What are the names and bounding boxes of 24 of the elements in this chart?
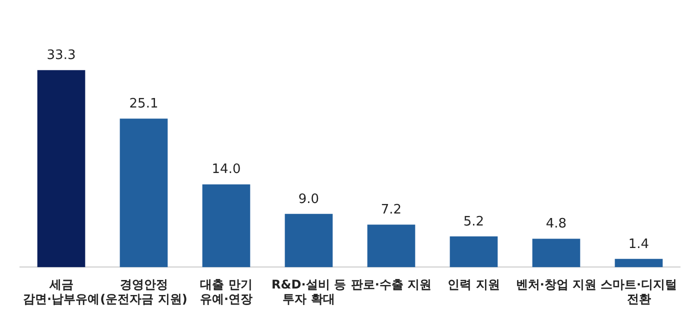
- x-tick-label: 대출 만기 유예·연장: [200, 278, 253, 306]
- x-tick-label: 벤처·창업 지원: [516, 278, 597, 292]
- x-tick-label: 인력 지원: [448, 278, 500, 292]
- data-label: 5.2: [463, 214, 484, 230]
- bar: [120, 118, 168, 268]
- data-label: 1.4: [628, 236, 650, 252]
- data-label: 14.0: [212, 162, 241, 178]
- bar: [284, 214, 333, 268]
- x-tick-label: 스마트·디지털 전환: [600, 278, 678, 306]
- data-label: 7.2: [380, 202, 402, 218]
- data-label: 25.1: [129, 96, 158, 112]
- bar: [532, 238, 580, 268]
- data-label: 33.3: [46, 48, 76, 63]
- x-tick-label: 판로·수출 지원: [350, 278, 432, 292]
- x-tick-label: R&D·설비 등 투자 확대: [272, 278, 346, 306]
- x-tick-label: 경영안정 (운전자금 지원): [100, 278, 188, 306]
- bar: [614, 258, 663, 268]
- bar: [450, 236, 498, 268]
- data-label: 9.0: [298, 192, 320, 207]
- data-label: 4.8: [546, 216, 567, 232]
- bar: [367, 224, 416, 268]
- bar: [37, 70, 86, 268]
- x-tick-label: 세금 감면·납부유예: [22, 278, 100, 306]
- bar: [202, 184, 250, 268]
